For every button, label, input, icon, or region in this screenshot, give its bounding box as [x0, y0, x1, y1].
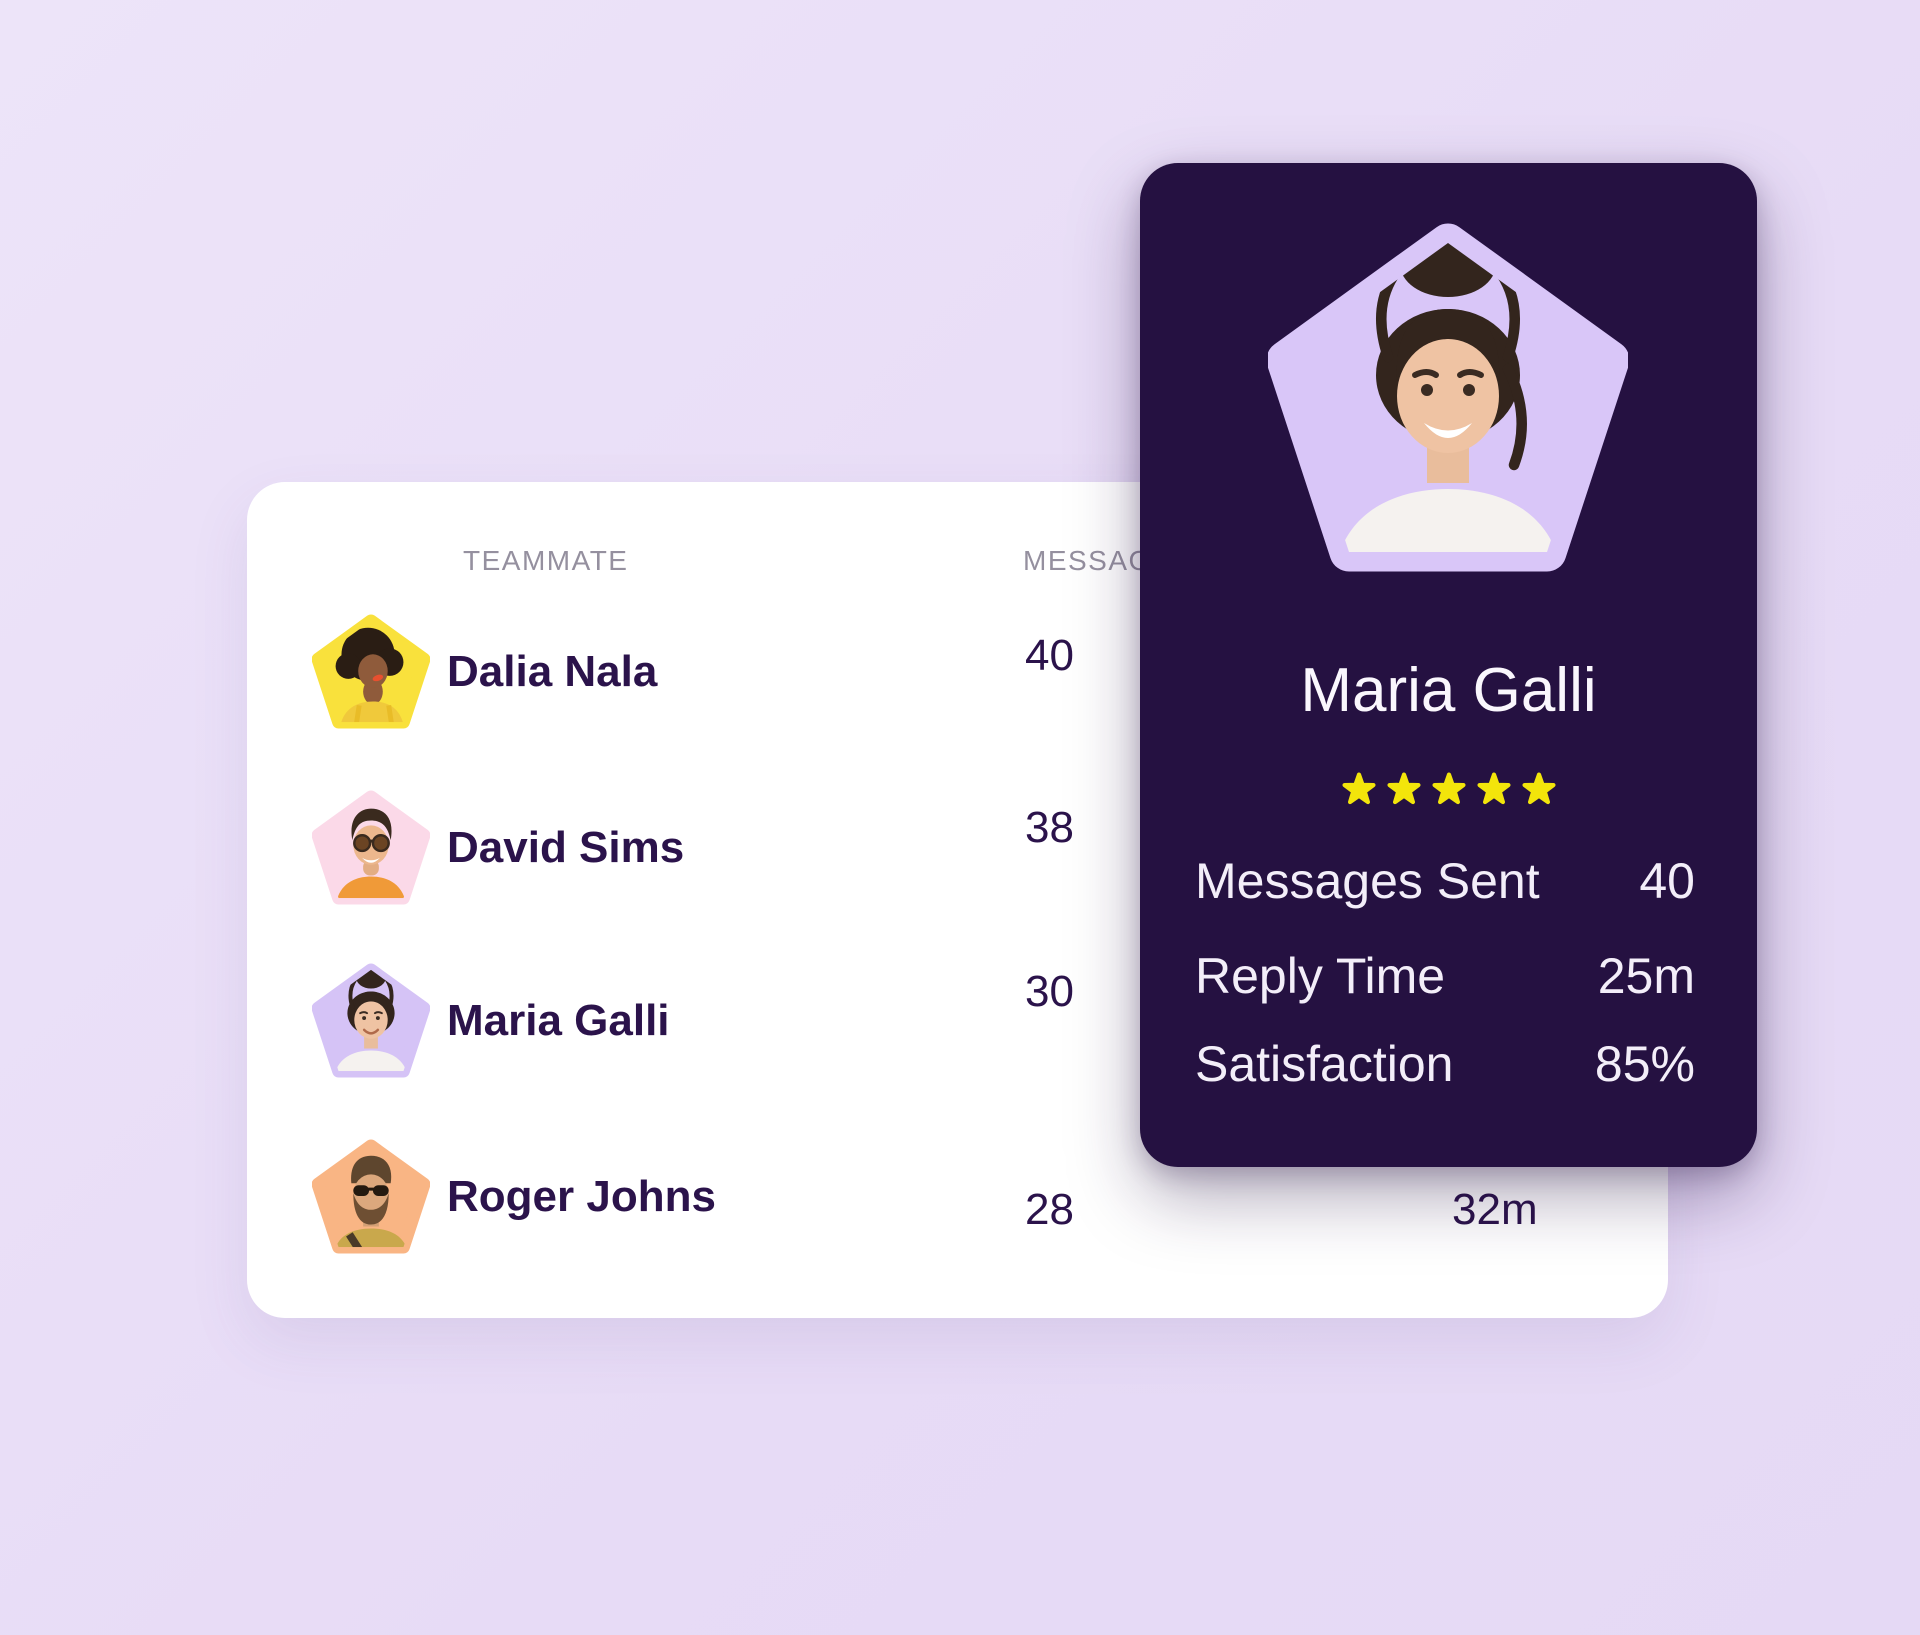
avatar-roger-johns [312, 1138, 430, 1256]
stat-label: Reply Time [1195, 948, 1446, 1004]
avatar-maria-galli-large [1266, 219, 1630, 579]
stat-row-messages-sent: Messages Sent 40 [1195, 852, 1695, 910]
rating-stars [1140, 769, 1757, 809]
messages-sent-value: 28 [1025, 1185, 1074, 1234]
stat-value: 85% [1594, 1036, 1695, 1092]
star-icon [1386, 772, 1421, 805]
profile-name: Maria Galli [1300, 656, 1597, 725]
col-header-teammate: TEAMMATE [463, 545, 629, 576]
star-icon [1521, 772, 1556, 805]
avatar-maria-galli [312, 962, 430, 1080]
stat-label: Satisfaction [1195, 1036, 1454, 1092]
person-maria-large [1334, 243, 1562, 552]
stat-row-satisfaction: Satisfaction 85% [1195, 1035, 1695, 1093]
teammate-name: Maria Galli [447, 996, 670, 1045]
star-icon [1431, 772, 1466, 805]
stat-value: 25m [1597, 948, 1695, 1004]
star-icon [1476, 772, 1511, 805]
stat-row-reply-time: Reply Time 25m [1195, 947, 1695, 1005]
avatar-dalia-nala [312, 613, 430, 731]
teammate-name: Roger Johns [447, 1172, 716, 1221]
avatar-david-sims [312, 789, 430, 907]
teammate-name: Dalia Nala [447, 647, 658, 696]
star-icon [1341, 772, 1376, 805]
messages-sent-value: 38 [1025, 803, 1074, 852]
person-dalia [335, 627, 405, 723]
person-david [335, 808, 407, 899]
stat-label: Messages Sent [1195, 853, 1540, 909]
teammate-name: David Sims [447, 823, 685, 872]
messages-sent-value: 30 [1025, 967, 1074, 1016]
messages-sent-value: 40 [1025, 631, 1074, 680]
reply-time-value: 32m [1452, 1185, 1538, 1234]
person-maria [333, 969, 409, 1072]
stat-value: 40 [1639, 853, 1695, 909]
person-roger [333, 1155, 409, 1248]
profile-card: Maria Galli Messages Sent 40 Reply Time … [1140, 163, 1757, 1167]
